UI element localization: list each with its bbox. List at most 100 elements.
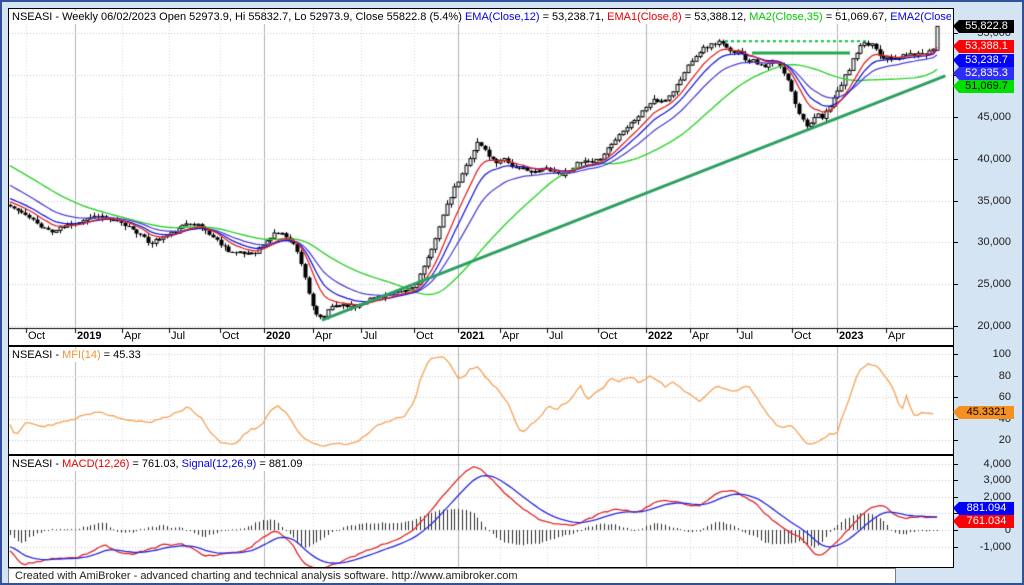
- mfi-axis-tick: [954, 354, 958, 355]
- x-axis-label-2021: 2021: [460, 330, 485, 342]
- x-axis-label-Apr: Apr: [315, 330, 333, 342]
- price-axis-tick: [954, 242, 958, 243]
- price-title-segment: = 53,238.71,: [539, 11, 608, 23]
- price-axis-label: 20,000: [977, 320, 1011, 332]
- macd-axis-label: -1,000: [979, 541, 1011, 553]
- callout-value: 51,069.7: [959, 80, 1014, 93]
- price-title-segment: EMA2(Close,20: [890, 11, 951, 23]
- mfi-axis-tick: [954, 419, 958, 420]
- price-value-callout: 53,238.7: [953, 54, 1014, 67]
- mfi-axis-label: 80: [998, 370, 1011, 382]
- macd-axis-tick: [954, 547, 958, 548]
- callout-arrow-icon: [953, 54, 959, 67]
- callout-value: 53,388.1: [959, 40, 1014, 53]
- price-title-segment: = 53,388.12,: [681, 11, 750, 23]
- price-axis-label: 45,000: [977, 111, 1011, 123]
- x-axis-label-2020: 2020: [266, 330, 291, 342]
- callout-value: 761.034: [959, 515, 1014, 528]
- macd-title-segment: Signal(12,26,9): [181, 458, 257, 470]
- macd-axis-tick: [954, 530, 958, 531]
- x-axis-label-Jul: Jul: [549, 330, 564, 342]
- mfi-axis-tick: [954, 440, 958, 441]
- macd-axis-label: 0: [1004, 524, 1011, 536]
- callout-arrow-icon: [953, 515, 959, 528]
- price-axis-label: 25,000: [977, 278, 1011, 290]
- price-axis-label: 35,000: [977, 195, 1011, 207]
- x-axis-label-2019: 2019: [77, 330, 102, 342]
- callout-arrow-icon: [953, 20, 959, 33]
- macd-title-segment: MACD(12,26): [62, 458, 130, 470]
- price-axis-label: 40,000: [977, 153, 1011, 165]
- status-bar: Created with AmiBroker - advanced charti…: [8, 568, 896, 583]
- price-title-segment: EMA1(Close,8): [607, 11, 682, 23]
- mfi-title-segment: = 45.33: [100, 349, 141, 361]
- price-value-callout: 52,835.3: [953, 67, 1014, 80]
- price-axis-label: 30,000: [977, 236, 1011, 248]
- x-axis-label-Apr: Apr: [502, 330, 520, 342]
- mfi-chart-canvas[interactable]: [9, 347, 953, 454]
- macd-title-segment: = 881.09: [256, 458, 303, 470]
- x-axis-label-Oct: Oct: [28, 330, 46, 342]
- callout-value: 881.094: [959, 502, 1014, 515]
- price-axis-tick: [954, 33, 958, 34]
- price-title-segment: MA2(Close,35): [749, 11, 823, 23]
- mfi-title-segment: MFI(14): [62, 349, 101, 361]
- status-text: Created with AmiBroker - advanced charti…: [15, 570, 518, 582]
- price-title-segment: = 51,069.67,: [822, 11, 891, 23]
- macd-axis-label: 3,000: [983, 474, 1011, 486]
- x-axis-label-Apr: Apr: [888, 330, 906, 342]
- mfi-axis-tick: [954, 376, 958, 377]
- x-axis-label-Oct: Oct: [222, 330, 240, 342]
- callout-value: 45.3321: [959, 406, 1014, 419]
- x-axis-label-Apr: Apr: [124, 330, 142, 342]
- macd-value-callout: 881.094: [953, 502, 1014, 515]
- macd-axis-tick: [954, 464, 958, 465]
- x-axis-label-Oct: Oct: [600, 330, 618, 342]
- price-title-segment: EMA(Close,12): [464, 11, 540, 23]
- x-axis-label-Jul: Jul: [739, 330, 754, 342]
- macd-title-segment: NSEASI -: [12, 458, 63, 470]
- mfi-axis-label: 60: [998, 391, 1011, 403]
- price-title-segment: NSEASI - Weekly 06/02/2023 Open 52973.9,…: [12, 11, 465, 23]
- x-axis-label-Apr: Apr: [692, 330, 710, 342]
- mfi-title-segment: NSEASI -: [12, 349, 63, 361]
- x-axis-label-Jul: Jul: [171, 330, 186, 342]
- macd-title-segment: = 761.03,: [129, 458, 182, 470]
- macd-axis-label: 4,000: [983, 458, 1011, 470]
- price-value-callout: 51,069.7: [953, 80, 1014, 93]
- macd-axis-tick: [954, 497, 958, 498]
- price-axis-tick: [954, 201, 958, 202]
- callout-arrow-icon: [953, 40, 959, 53]
- price-chart-canvas[interactable]: [9, 9, 953, 345]
- mfi-panel-title: NSEASI - MFI(14) = 45.33: [12, 349, 145, 362]
- macd-axis-label: 2,000: [983, 491, 1011, 503]
- callout-arrow-icon: [953, 406, 959, 419]
- mfi-value-callout: 45.3321: [953, 406, 1014, 419]
- x-axis-label-Oct: Oct: [416, 330, 434, 342]
- price-axis-tick: [954, 159, 958, 160]
- callout-arrow-icon: [953, 502, 959, 515]
- callout-value: 55,822.8: [959, 20, 1014, 33]
- callout-arrow-icon: [953, 67, 959, 80]
- mfi-axis-tick: [954, 397, 958, 398]
- macd-chart-canvas[interactable]: [9, 456, 953, 567]
- price-axis-tick: [954, 284, 958, 285]
- macd-value-callout: 761.034: [953, 515, 1014, 528]
- x-axis-label-2022: 2022: [648, 330, 673, 342]
- price-axis-tick: [954, 117, 958, 118]
- price-value-callout: 53,388.1: [953, 40, 1014, 53]
- mfi-axis-label: 100: [992, 348, 1011, 360]
- callout-value: 52,835.3: [959, 67, 1014, 80]
- macd-panel-title: NSEASI - MACD(12,26) = 761.03, Signal(12…: [12, 458, 307, 471]
- price-value-callout: 55,822.8: [953, 20, 1014, 33]
- macd-axis-tick: [954, 480, 958, 481]
- price-panel-title: NSEASI - Weekly 06/02/2023 Open 52973.9,…: [12, 11, 951, 24]
- callout-arrow-icon: [953, 80, 959, 93]
- price-axis-tick: [954, 326, 958, 327]
- x-axis-label-2023: 2023: [839, 330, 864, 342]
- mfi-axis-label: 20: [998, 434, 1011, 446]
- callout-value: 53,238.7: [959, 54, 1014, 67]
- x-axis-label-Jul: Jul: [363, 330, 378, 342]
- x-axis-label-Oct: Oct: [794, 330, 812, 342]
